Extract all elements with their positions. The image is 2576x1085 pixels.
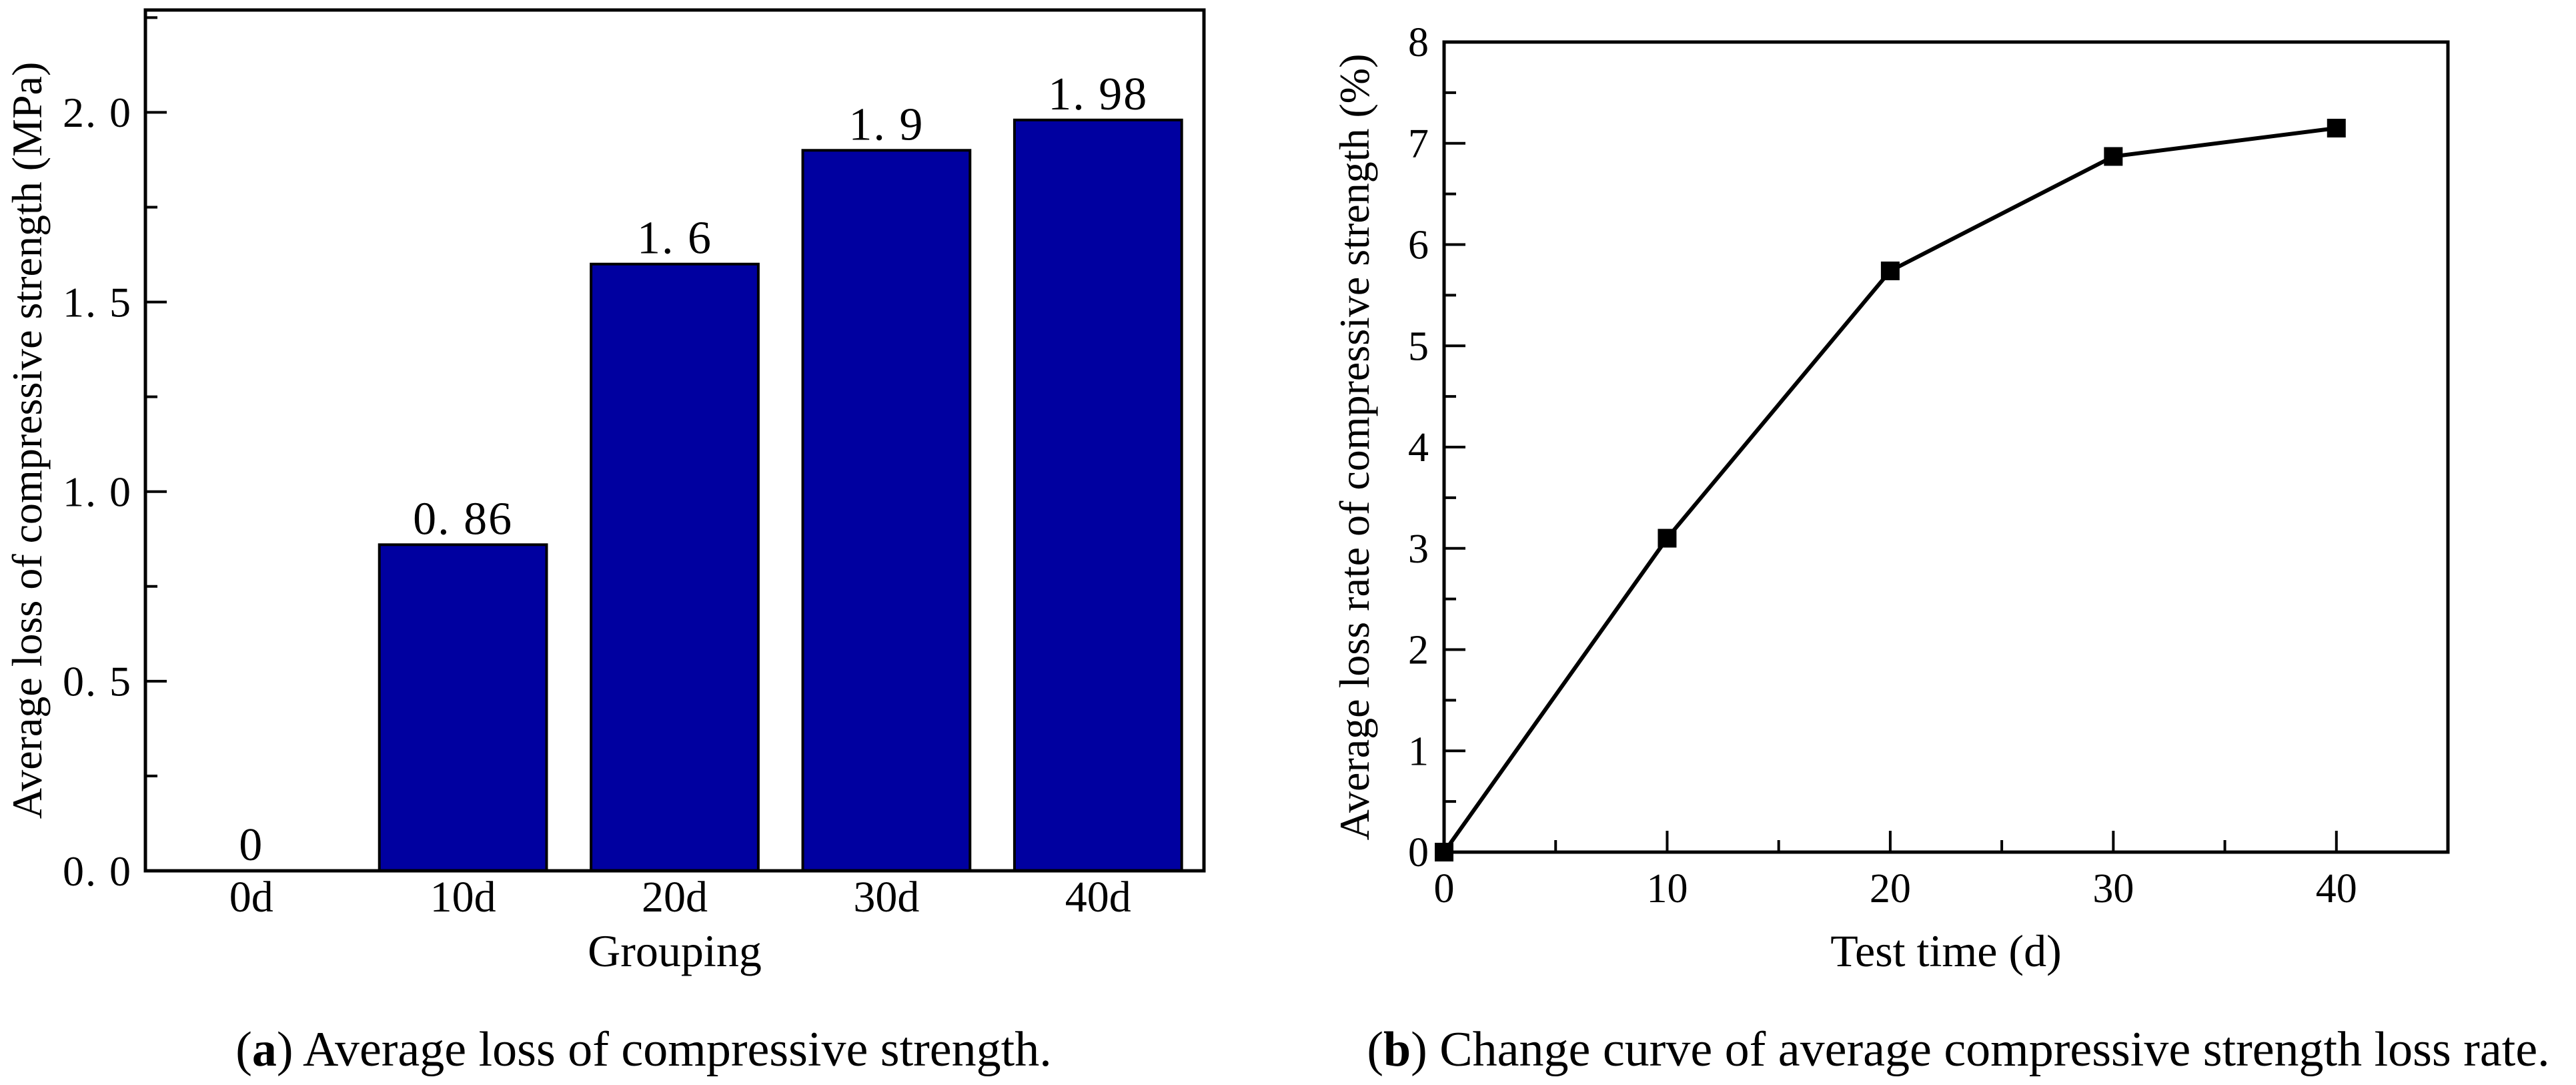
- data-point-marker: [2327, 118, 2346, 137]
- caption-a-open: (: [235, 1022, 252, 1077]
- y-tick-label: 0. 5: [63, 658, 132, 705]
- x-tick-label: 0d: [229, 873, 273, 922]
- x-tick-label: 30: [2092, 866, 2134, 912]
- bar-value-label: 1. 98: [1048, 69, 1148, 120]
- y-tick-label: 1. 0: [63, 468, 132, 515]
- y-tick-label: 6: [1408, 223, 1429, 268]
- bar-chart: 00d 0. 86 10d 1. 6 20d 1. 9 30d 1. 98 40d 0. 0 0. …: [3, 8, 1206, 976]
- x-axis-title: Test time (d): [1830, 926, 2061, 976]
- data-line: [1442, 126, 2337, 853]
- caption-b-open: (: [1367, 1022, 1383, 1077]
- caption-b-text: Change curve of average compressive stre…: [1427, 1022, 2550, 1077]
- data-point-marker: [2104, 147, 2123, 166]
- y-tick-label: 3: [1408, 526, 1429, 572]
- y-tick-label: 2. 0: [63, 89, 132, 136]
- y-axis-title: Average loss of compressive strength (MP…: [3, 62, 51, 819]
- caption-a-close: ): [276, 1022, 293, 1077]
- x-tick-label: 10d: [430, 873, 496, 922]
- data-point-marker: [1658, 528, 1677, 548]
- y-axis-title: Average loss rate of compressive strengt…: [1331, 54, 1378, 841]
- y-tick-label: 0. 0: [63, 847, 132, 895]
- x-tick-label: 10: [1646, 866, 1688, 912]
- plot-border: [1442, 40, 2450, 854]
- bar-10d: [378, 543, 548, 872]
- y-tick-label: 1: [1408, 729, 1429, 774]
- bar-value-label: 0: [239, 819, 263, 871]
- data-point-marker: [1880, 261, 1900, 280]
- line-chart: 0 1 2 3 4 5 6 7 8 0 10 20 30 40 Test time (d) Average l…: [1331, 20, 2450, 976]
- caption-a-text: Average loss of compressive strength.: [293, 1022, 1052, 1077]
- bar-20d: [590, 262, 760, 872]
- x-tick-label: 0: [1434, 866, 1455, 912]
- x-tick-label: 40d: [1065, 873, 1131, 922]
- y-tick-label: 2: [1408, 628, 1429, 673]
- caption-a-letter: a: [251, 1022, 277, 1077]
- y-tick-label: 1. 5: [63, 278, 132, 326]
- y-tick-label: 4: [1408, 425, 1429, 470]
- y-tick-label: 7: [1408, 121, 1429, 167]
- x-tick-label: 30d: [853, 873, 919, 922]
- y-tick-label: 8: [1408, 20, 1429, 65]
- bar-value-label: 0. 86: [413, 493, 513, 545]
- bar-40d: [1013, 118, 1183, 872]
- caption-b-letter: b: [1383, 1022, 1411, 1077]
- x-tick-label: 20d: [642, 873, 708, 922]
- x-tick-label: 40: [2316, 866, 2357, 912]
- caption-b: (b) Change curve of average compressive …: [1341, 1020, 2576, 1080]
- y-tick-label: 0: [1408, 830, 1429, 875]
- x-tick-label: 20: [1870, 866, 1911, 912]
- caption-a: (a) Average loss of compressive strength…: [0, 1020, 1287, 1080]
- bar-value-label: 1. 9: [848, 99, 924, 150]
- plot-border: [143, 8, 1206, 873]
- x-axis-title: Grouping: [588, 926, 762, 976]
- bar-value-label: 1. 6: [637, 213, 712, 264]
- y-tick-label: 5: [1408, 324, 1429, 369]
- bar-30d: [801, 149, 972, 873]
- caption-b-close: ): [1411, 1022, 1427, 1077]
